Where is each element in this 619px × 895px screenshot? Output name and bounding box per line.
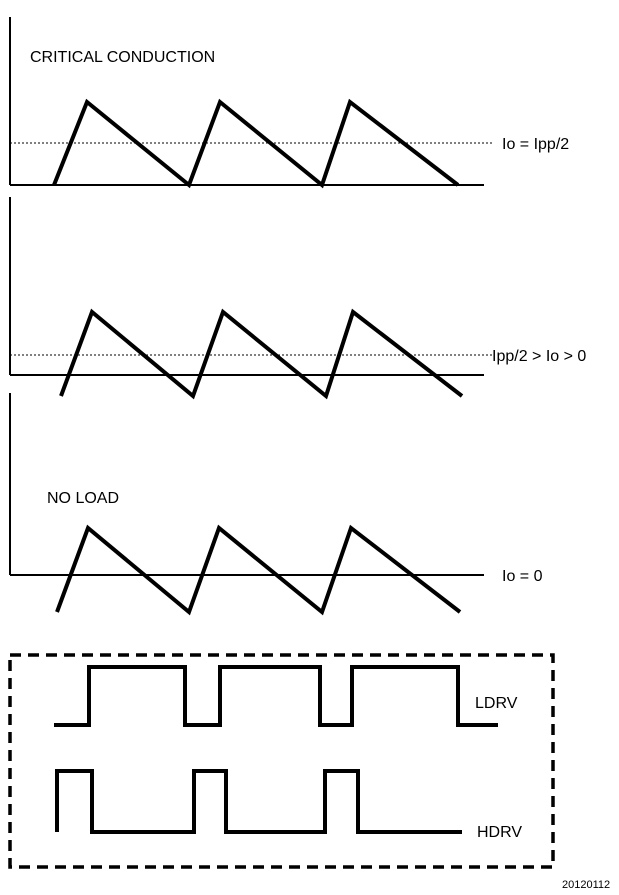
- panel-critical-level-label: Io = Ipp/2: [502, 136, 569, 153]
- ldrv-label: LDRV: [475, 695, 518, 712]
- panel-partial-load: Ipp/2 > Io > 0: [9, 197, 586, 400]
- panel-partial-level-label: Ipp/2 > Io > 0: [492, 348, 586, 365]
- figure-id: 20120112: [562, 879, 610, 891]
- hdrv-label: HDRV: [477, 824, 522, 841]
- panel-partial-inductor-current: [59, 308, 464, 400]
- ldrv-waveform: [54, 665, 498, 727]
- panel-no-load: NO LOAD Io = 0: [9, 393, 543, 616]
- drive-signals-dashed-border: [8, 653, 555, 869]
- hdrv-waveform: [55, 769, 462, 834]
- panel-noload-level-label: Io = 0: [502, 568, 543, 585]
- panel-critical-conduction: CRITICAL CONDUCTION Io = Ipp/2: [9, 17, 569, 189]
- panel-noload-title: NO LOAD: [47, 490, 119, 507]
- panel-noload-inductor-current: [55, 524, 462, 616]
- panel-critical-title: CRITICAL CONDUCTION: [30, 49, 215, 66]
- panel-critical-inductor-current: [52, 98, 460, 189]
- drive-signals-box: LDRV HDRV: [8, 653, 555, 869]
